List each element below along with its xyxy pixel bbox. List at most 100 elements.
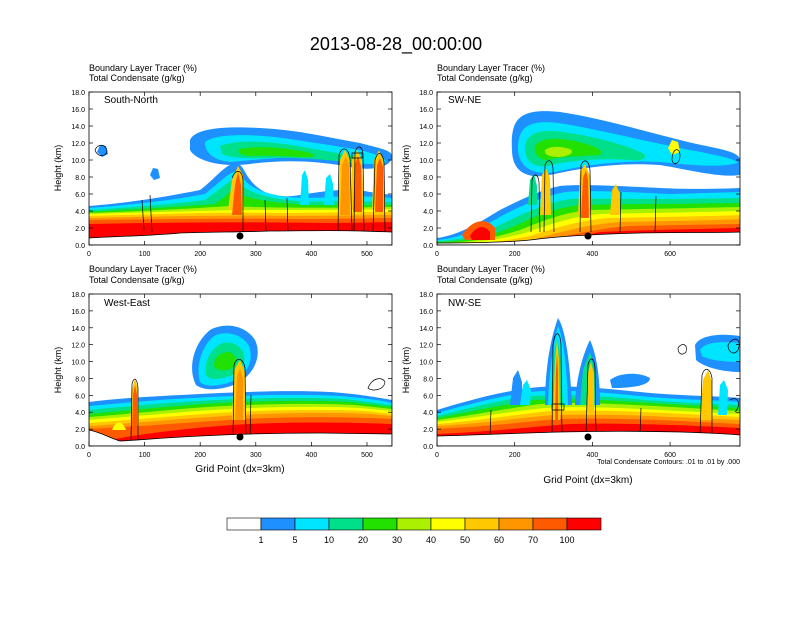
- x-axis-label: Grid Point (dx=3km): [195, 464, 284, 475]
- plot-frame: [88, 293, 393, 447]
- panel-subtitle-1: Boundary Layer Tracer (%): [437, 63, 545, 73]
- y-tick-label: 2.0: [423, 427, 433, 434]
- y-axis-label: Height (km): [53, 145, 63, 192]
- location-marker: [236, 232, 244, 240]
- y-tick-label: 14.0: [71, 326, 85, 333]
- y-tick-label: 6.0: [423, 192, 433, 199]
- colorbar-label: 100: [559, 535, 574, 545]
- x-tick-label: 400: [306, 251, 318, 258]
- contour-note: Total Condensate Contours: .01 to .01 by…: [597, 459, 740, 466]
- x-tick-label: 400: [587, 251, 599, 258]
- figure-title: 2013-08-28_00:00:00: [310, 34, 482, 55]
- colorbar-swatch: [498, 517, 534, 531]
- y-tick-label: 0.0: [423, 444, 433, 451]
- y-tick-label: 2.0: [75, 427, 85, 434]
- x-tick-label: 200: [509, 251, 521, 258]
- location-marker: [236, 433, 244, 441]
- tracer-field: [89, 127, 392, 245]
- x-tick-label: 0: [87, 251, 91, 258]
- x-axis-ticks: 0 100 200 300 400 500: [87, 294, 373, 459]
- colorbar-label: 50: [460, 535, 470, 545]
- panel-subtitle-1: Boundary Layer Tracer (%): [89, 264, 197, 274]
- y-tick-label: 2.0: [423, 226, 433, 233]
- x-tick-label: 0: [435, 251, 439, 258]
- y-tick-label: 18.0: [419, 90, 433, 97]
- tracer-field: [437, 318, 740, 446]
- colorbar-swatch: [464, 517, 500, 531]
- colorbar-label: 1: [258, 535, 263, 545]
- y-axis-ticks: 0.0 2.0 4.0 6.0 8.0 10.0 12.0 14.0 16.0 18.0: [419, 90, 740, 250]
- colorbar-swatch: [362, 517, 398, 531]
- y-axis-label: Height (km): [53, 347, 63, 394]
- panel-nw-se: Boundary Layer Tracer (%) Total Condensa…: [401, 264, 741, 486]
- panel-subtitle-1: Boundary Layer Tracer (%): [89, 63, 197, 73]
- tracer-field: [437, 111, 740, 245]
- y-tick-label: 10.0: [71, 360, 85, 367]
- panel-south-north: Boundary Layer Tracer (%) Total Condensa…: [53, 63, 393, 258]
- y-axis-ticks: 0.0 2.0 4.0 6.0 8.0 10.0 12.0 14.0 16.0 18.0: [71, 292, 392, 451]
- panel-title: NW-SE: [448, 298, 481, 309]
- y-tick-label: 16.0: [71, 107, 85, 114]
- plot-frame: [436, 293, 741, 447]
- colorbar-label: 5: [292, 535, 297, 545]
- panel-subtitle-2: Total Condensate (g/kg): [437, 73, 533, 83]
- colorbar-swatch: [532, 517, 568, 531]
- panel-subtitle-2: Total Condensate (g/kg): [89, 73, 185, 83]
- y-tick-label: 16.0: [71, 309, 85, 316]
- plot-frame: [88, 91, 393, 246]
- colorbar-label: 60: [494, 535, 504, 545]
- y-tick-label: 10.0: [71, 158, 85, 165]
- x-tick-label: 300: [250, 251, 262, 258]
- y-tick-label: 4.0: [423, 410, 433, 417]
- x-tick-label: 0: [435, 452, 439, 459]
- x-tick-label: 200: [194, 251, 206, 258]
- x-tick-label: 600: [664, 251, 676, 258]
- y-axis-ticks: 0.0 2.0 4.0 6.0 8.0 10.0 12.0 14.0 16.0 18.0: [71, 90, 392, 250]
- plot-frame: [436, 91, 741, 246]
- y-tick-label: 18.0: [71, 90, 85, 97]
- colorbar-swatch: [226, 517, 262, 531]
- y-tick-label: 0.0: [75, 444, 85, 451]
- colorbar-swatch: [396, 517, 432, 531]
- colorbar-swatch: [328, 517, 364, 531]
- y-tick-label: 0.0: [423, 243, 433, 250]
- panel-title: South-North: [104, 95, 158, 106]
- panel-title: SW-NE: [448, 95, 481, 106]
- panel-subtitle-2: Total Condensate (g/kg): [89, 275, 185, 285]
- y-tick-label: 12.0: [71, 141, 85, 148]
- tracer-field: [89, 325, 392, 446]
- colorbar-swatch: [566, 517, 602, 531]
- colorbar-label: 40: [426, 535, 436, 545]
- colorbar-label: 10: [324, 535, 334, 545]
- colorbar-label: 20: [358, 535, 368, 545]
- x-tick-label: 500: [361, 452, 373, 459]
- y-tick-label: 18.0: [71, 292, 85, 299]
- y-tick-label: 8.0: [75, 376, 85, 383]
- x-axis-label: Grid Point (dx=3km): [543, 475, 632, 486]
- x-tick-label: 400: [587, 452, 599, 459]
- x-axis-ticks: 0 100 200 300 400 500: [87, 92, 373, 258]
- x-tick-label: 200: [194, 452, 206, 459]
- panel-subtitle-2: Total Condensate (g/kg): [437, 275, 533, 285]
- colorbar: 1 5 10 20 30 40 50 60 70 100: [226, 517, 602, 545]
- y-tick-label: 0.0: [75, 243, 85, 250]
- location-marker: [584, 232, 592, 240]
- y-tick-label: 4.0: [75, 209, 85, 216]
- y-tick-label: 6.0: [75, 393, 85, 400]
- y-axis-label: Height (km): [401, 145, 411, 192]
- y-tick-label: 6.0: [75, 192, 85, 199]
- y-tick-label: 14.0: [419, 326, 433, 333]
- location-marker: [584, 433, 592, 441]
- colorbar-label: 70: [528, 535, 538, 545]
- y-tick-label: 12.0: [71, 343, 85, 350]
- y-axis-label: Height (km): [401, 347, 411, 394]
- y-tick-label: 8.0: [75, 175, 85, 182]
- x-tick-label: 0: [87, 452, 91, 459]
- y-tick-label: 12.0: [419, 343, 433, 350]
- y-tick-label: 14.0: [419, 124, 433, 131]
- colorbar-swatch: [430, 517, 466, 531]
- y-tick-label: 4.0: [75, 410, 85, 417]
- panel-subtitle-1: Boundary Layer Tracer (%): [437, 264, 545, 274]
- y-tick-label: 8.0: [423, 175, 433, 182]
